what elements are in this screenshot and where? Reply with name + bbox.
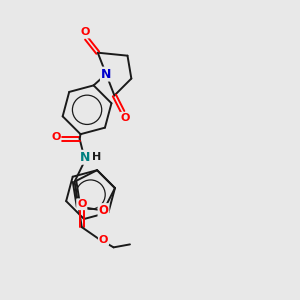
Text: O: O [77,199,86,209]
Text: O: O [51,132,61,142]
Text: N: N [101,68,111,81]
Text: O: O [98,204,109,217]
Text: O: O [80,28,90,38]
Text: O: O [99,235,108,245]
Text: N: N [80,151,90,164]
Text: O: O [120,113,130,123]
Text: H: H [92,152,101,162]
